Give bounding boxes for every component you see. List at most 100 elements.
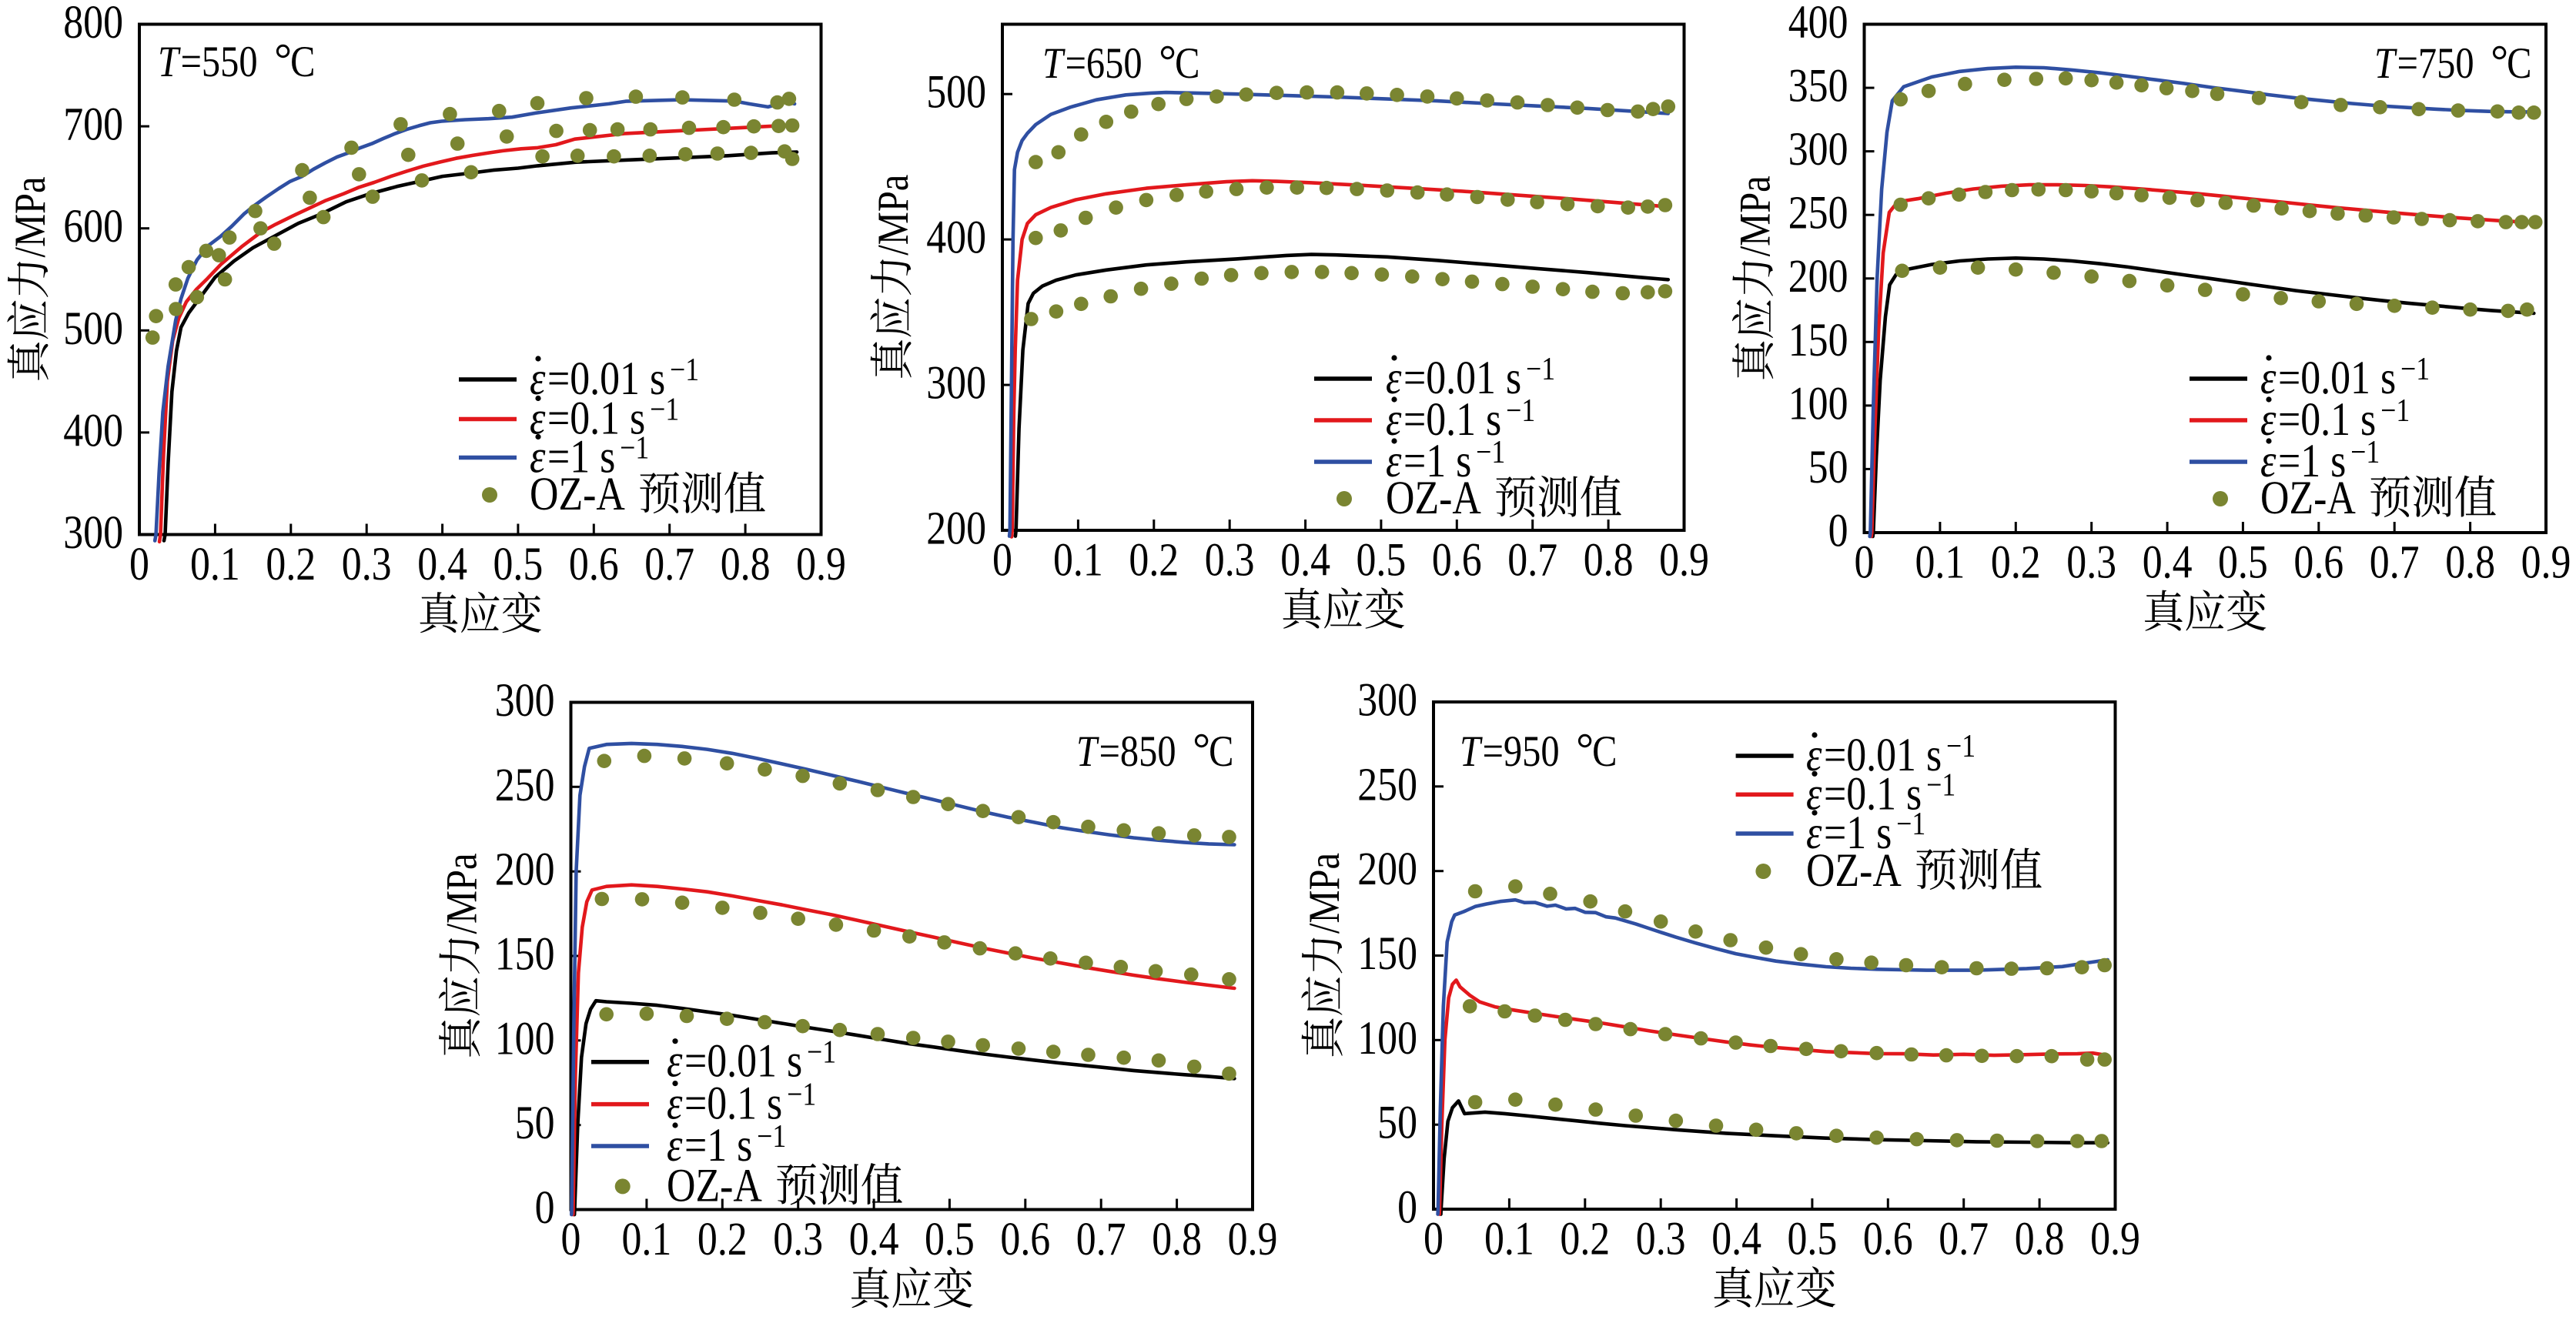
svg-text:T: T bbox=[158, 38, 181, 85]
svg-text:T: T bbox=[1460, 727, 1483, 775]
svg-text:0.2: 0.2 bbox=[1560, 1214, 1610, 1265]
svg-text:400: 400 bbox=[926, 212, 986, 264]
svg-text:0.4: 0.4 bbox=[417, 539, 467, 590]
svg-text:0.8: 0.8 bbox=[2015, 1214, 2065, 1265]
svg-text:=0.01 s: =0.01 s bbox=[2278, 353, 2396, 404]
svg-text:−1: −1 bbox=[1926, 767, 1955, 803]
svg-text:=1 s: =1 s bbox=[2278, 436, 2346, 487]
svg-text:0: 0 bbox=[992, 535, 1012, 586]
svg-text:0.7: 0.7 bbox=[644, 539, 694, 590]
svg-text:0.5: 0.5 bbox=[1356, 535, 1406, 586]
svg-text:C: C bbox=[1592, 727, 1617, 775]
svg-text:100: 100 bbox=[1788, 379, 1848, 430]
svg-text:ε: ε bbox=[667, 1036, 683, 1088]
svg-text:/MPa: /MPa bbox=[869, 175, 917, 256]
svg-text:−1: −1 bbox=[670, 352, 699, 387]
svg-text:0.8: 0.8 bbox=[1152, 1214, 1202, 1265]
svg-text:ε: ε bbox=[1806, 769, 1822, 820]
svg-text:0: 0 bbox=[1828, 506, 1848, 557]
svg-text:0.3: 0.3 bbox=[773, 1214, 823, 1265]
svg-text:OZ-A: OZ-A bbox=[2260, 473, 2356, 524]
svg-text:=0.1 s: =0.1 s bbox=[547, 393, 645, 445]
svg-text:−1: −1 bbox=[2400, 351, 2430, 386]
svg-text:−1: −1 bbox=[620, 430, 649, 466]
svg-text:=1 s: =1 s bbox=[1824, 807, 1892, 859]
svg-text:−1: −1 bbox=[1946, 728, 1975, 764]
svg-text:ε: ε bbox=[530, 432, 546, 483]
svg-text:=0.1 s: =0.1 s bbox=[1824, 769, 1922, 820]
svg-text:0.1: 0.1 bbox=[621, 1214, 671, 1265]
svg-text:0.6: 0.6 bbox=[1863, 1214, 1913, 1265]
svg-text:ε: ε bbox=[1806, 807, 1822, 859]
svg-text:=850: =850 bbox=[1099, 727, 1176, 775]
svg-text:0.7: 0.7 bbox=[1076, 1214, 1126, 1265]
svg-text:0.7: 0.7 bbox=[1507, 535, 1557, 586]
svg-text:ε: ε bbox=[2260, 394, 2277, 446]
svg-text:=650: =650 bbox=[1066, 39, 1142, 87]
svg-text:=1 s: =1 s bbox=[684, 1120, 752, 1171]
svg-text:0: 0 bbox=[1397, 1182, 1417, 1234]
svg-text:T: T bbox=[1042, 39, 1066, 87]
svg-text:−1: −1 bbox=[650, 392, 679, 427]
svg-text:400: 400 bbox=[1788, 0, 1848, 48]
svg-text:C: C bbox=[1175, 39, 1199, 87]
svg-text:500: 500 bbox=[63, 303, 123, 355]
svg-text:ε: ε bbox=[1386, 436, 1402, 487]
svg-text:0: 0 bbox=[561, 1214, 581, 1265]
svg-text:0.2: 0.2 bbox=[1991, 537, 2041, 589]
svg-text:0.9: 0.9 bbox=[1228, 1214, 1278, 1265]
svg-text:0.5: 0.5 bbox=[2218, 537, 2268, 589]
svg-text:0.2: 0.2 bbox=[266, 539, 316, 590]
svg-text:0.5: 0.5 bbox=[493, 539, 543, 590]
svg-text:OZ-A: OZ-A bbox=[1806, 845, 1902, 897]
svg-text:=0.01 s: =0.01 s bbox=[547, 353, 665, 405]
svg-text:OZ-A: OZ-A bbox=[530, 469, 625, 520]
svg-text:50: 50 bbox=[1808, 442, 1848, 493]
svg-text:100: 100 bbox=[495, 1014, 555, 1065]
svg-text:=0.1 s: =0.1 s bbox=[2278, 394, 2376, 446]
svg-text:300: 300 bbox=[926, 358, 986, 409]
svg-text:−1: −1 bbox=[1896, 806, 1925, 841]
svg-text:−1: −1 bbox=[1506, 393, 1535, 428]
svg-text:ε: ε bbox=[1386, 394, 1402, 446]
svg-text:0.8: 0.8 bbox=[1584, 535, 1634, 586]
svg-text:=750: =750 bbox=[2397, 39, 2474, 87]
svg-text:0.6: 0.6 bbox=[569, 539, 619, 590]
svg-text:300: 300 bbox=[63, 507, 123, 559]
svg-text:0: 0 bbox=[1423, 1214, 1444, 1265]
svg-text:=0.01 s: =0.01 s bbox=[684, 1036, 802, 1088]
svg-text:0.1: 0.1 bbox=[1484, 1214, 1534, 1265]
svg-text:700: 700 bbox=[63, 99, 123, 151]
svg-text:300: 300 bbox=[1788, 124, 1848, 175]
svg-text:0.4: 0.4 bbox=[849, 1214, 899, 1265]
svg-text:ε: ε bbox=[667, 1120, 683, 1171]
svg-text:−1: −1 bbox=[1526, 351, 1555, 386]
svg-text:=1 s: =1 s bbox=[1403, 436, 1471, 487]
svg-text:0.3: 0.3 bbox=[1205, 535, 1255, 586]
svg-text:200: 200 bbox=[926, 503, 986, 555]
svg-text:0: 0 bbox=[1855, 537, 1875, 589]
svg-text:ε: ε bbox=[2260, 353, 2277, 404]
svg-text:ε: ε bbox=[1806, 730, 1822, 781]
svg-text:200: 200 bbox=[495, 844, 555, 896]
svg-text:350: 350 bbox=[1788, 61, 1848, 112]
svg-text:300: 300 bbox=[495, 675, 555, 727]
svg-text:0.1: 0.1 bbox=[190, 539, 240, 590]
svg-text:800: 800 bbox=[63, 0, 123, 48]
svg-text:0.3: 0.3 bbox=[342, 539, 392, 590]
svg-text:ε: ε bbox=[1386, 353, 1402, 404]
svg-text:=0.01 s: =0.01 s bbox=[1403, 353, 1521, 404]
svg-text:600: 600 bbox=[63, 201, 123, 252]
svg-text:0.9: 0.9 bbox=[796, 539, 846, 590]
svg-text:=1 s: =1 s bbox=[547, 432, 615, 483]
svg-text:0.8: 0.8 bbox=[2445, 537, 2495, 589]
svg-text:T: T bbox=[1076, 727, 1099, 775]
svg-text:ε: ε bbox=[2260, 436, 2277, 487]
svg-text:400: 400 bbox=[63, 406, 123, 457]
svg-text:C: C bbox=[1209, 727, 1233, 775]
svg-text:=950: =950 bbox=[1483, 727, 1560, 775]
svg-text:200: 200 bbox=[1788, 251, 1848, 302]
svg-text:0.6: 0.6 bbox=[2293, 537, 2343, 589]
svg-text:0.1: 0.1 bbox=[1053, 535, 1103, 586]
svg-text:50: 50 bbox=[1377, 1098, 1417, 1149]
